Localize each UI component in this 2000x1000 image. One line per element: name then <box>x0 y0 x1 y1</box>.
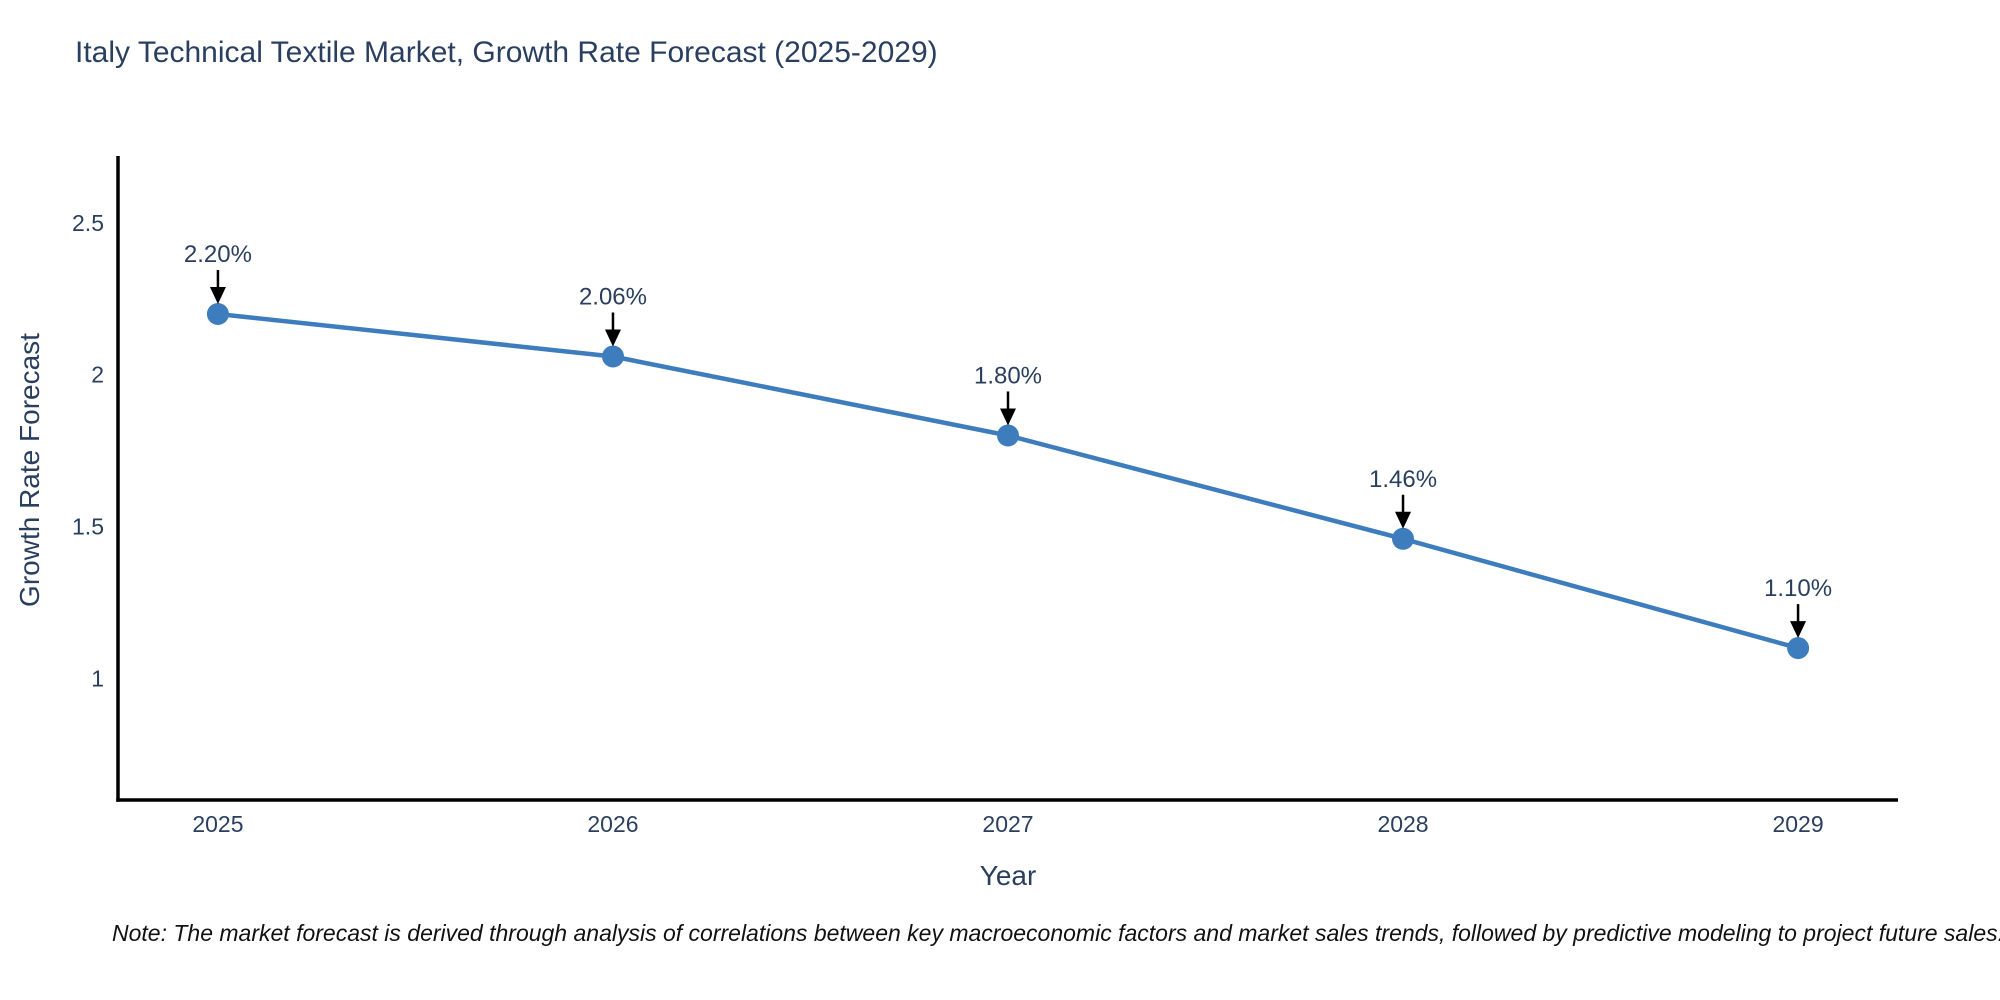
x-tick-label: 2026 <box>587 811 638 837</box>
data-point[interactable] <box>206 303 229 325</box>
y-tick-label: 1 <box>91 665 104 691</box>
y-tick-label: 1.5 <box>72 514 104 540</box>
x-tick-label: 2028 <box>1377 811 1428 837</box>
point-label: 1.10% <box>1764 575 1832 602</box>
annotation-arrowhead <box>209 286 226 304</box>
data-point[interactable] <box>1787 637 1810 660</box>
point-label: 1.46% <box>1369 466 1437 493</box>
y-tick-label: 2 <box>91 362 104 388</box>
point-label: 2.06% <box>579 283 647 310</box>
data-point[interactable] <box>997 424 1019 447</box>
data-point[interactable] <box>1392 527 1414 550</box>
annotation-arrowhead <box>1395 511 1412 529</box>
annotation-arrowhead <box>1000 408 1016 426</box>
x-tick-label: 2029 <box>1772 811 1823 837</box>
chart-title: Italy Technical Textile Market, Growth R… <box>75 36 938 69</box>
x-axis-title: Year <box>979 860 1037 891</box>
x-tick-label: 2025 <box>192 811 243 837</box>
annotation-arrowhead <box>604 329 621 347</box>
y-tick-label: 2.5 <box>72 210 104 236</box>
point-label: 1.80% <box>974 362 1042 389</box>
data-point[interactable] <box>602 345 624 368</box>
annotation-arrowhead <box>1790 621 1807 639</box>
point-label: 2.20% <box>184 241 252 268</box>
chart-footnote: Note: The market forecast is derived thr… <box>112 920 2000 946</box>
x-tick-label: 2027 <box>982 811 1033 837</box>
